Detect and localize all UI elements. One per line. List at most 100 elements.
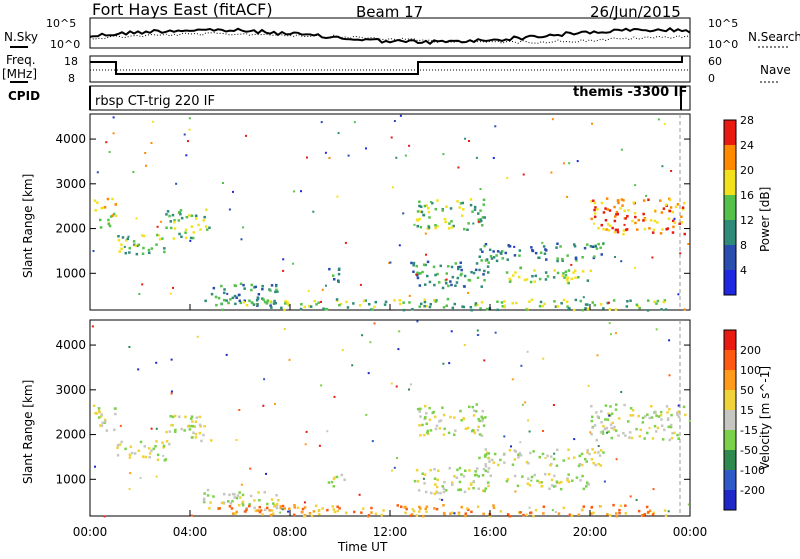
echo-point <box>579 299 582 303</box>
noise-right-label: N.Search <box>748 30 800 44</box>
echo-point <box>318 444 321 447</box>
echo-point <box>434 427 438 431</box>
colorbar-swatch <box>724 450 736 470</box>
echo-point <box>229 298 232 301</box>
echo-point <box>467 222 470 225</box>
echo-point <box>508 280 512 283</box>
echo-point <box>668 374 671 377</box>
echo-point <box>567 473 570 476</box>
echo-point <box>544 271 548 274</box>
echo-point <box>492 461 496 464</box>
echo-point <box>638 435 641 438</box>
echo-point <box>478 419 481 423</box>
echo-point <box>239 301 243 305</box>
echo-point <box>371 308 374 311</box>
echo-point <box>190 214 194 217</box>
velocity-colorbar-label: Velocity [m s^-1] <box>758 366 772 470</box>
echo-point <box>499 251 502 254</box>
echo-point <box>562 272 565 275</box>
echo-point <box>441 485 444 488</box>
echo-point <box>562 162 565 165</box>
echo-point <box>660 418 663 421</box>
echo-point <box>580 508 584 512</box>
echo-point <box>676 411 679 415</box>
echo-point <box>637 509 641 513</box>
echo-point <box>644 218 647 221</box>
echo-point <box>484 243 488 246</box>
echo-point <box>519 454 523 457</box>
echo-point <box>255 299 259 302</box>
echo-point <box>438 420 441 423</box>
echo-point <box>326 508 329 512</box>
echo-point <box>135 252 139 256</box>
echo-point <box>427 224 430 228</box>
echo-point <box>336 505 339 508</box>
echo-point <box>541 241 544 244</box>
echo-point <box>641 416 645 420</box>
echo-point <box>639 428 642 432</box>
echo-point <box>202 219 205 222</box>
echo-point <box>275 494 278 497</box>
echo-point <box>532 450 535 453</box>
echo-point <box>169 220 172 223</box>
echo-point <box>273 505 276 508</box>
echo-point <box>478 255 481 258</box>
echo-point <box>155 427 158 430</box>
echo-point <box>591 301 594 304</box>
echo-point <box>184 415 187 419</box>
echo-point <box>293 504 296 507</box>
echo-point <box>622 229 626 232</box>
echo-point <box>568 162 571 165</box>
echo-point <box>466 426 470 430</box>
echo-point <box>651 231 655 234</box>
echo-point <box>513 449 516 452</box>
echo-point <box>556 242 559 245</box>
echo-point <box>156 225 159 228</box>
echo-point <box>683 232 686 236</box>
echo-point <box>508 245 511 248</box>
echo-point <box>645 194 647 197</box>
echo-point <box>306 156 308 159</box>
echo-point <box>503 305 506 309</box>
echo-point <box>384 300 388 304</box>
echo-point <box>434 273 437 277</box>
echo-point <box>556 448 559 452</box>
echo-point <box>476 334 479 336</box>
echo-point <box>161 441 164 444</box>
echo-point <box>472 480 475 483</box>
echo-point <box>110 215 113 218</box>
echo-point <box>304 443 307 446</box>
echo-point <box>459 273 463 277</box>
echo-point <box>634 266 636 269</box>
echo-point <box>183 429 186 432</box>
echo-point <box>477 425 480 429</box>
echo-point <box>332 274 335 277</box>
echo-point <box>451 275 455 279</box>
echo-point <box>511 302 514 305</box>
echo-point <box>125 239 128 242</box>
echo-point <box>638 306 641 310</box>
echo-point <box>474 268 478 272</box>
echo-point <box>492 256 496 259</box>
echo-point <box>460 505 463 509</box>
echo-point <box>624 512 628 515</box>
echo-point <box>208 226 211 229</box>
echo-point <box>165 440 169 443</box>
colorbar-swatch <box>724 410 736 430</box>
echo-point <box>344 241 347 244</box>
echo-point <box>92 404 96 407</box>
echo-point <box>106 197 110 201</box>
echo-point <box>497 463 500 467</box>
echo-point <box>347 154 350 157</box>
echo-point <box>627 209 630 212</box>
echo-point <box>443 427 446 431</box>
echo-point <box>434 300 438 303</box>
echo-point <box>423 304 426 308</box>
echo-point <box>521 475 524 478</box>
echo-point <box>418 505 421 509</box>
echo-point <box>399 114 402 117</box>
echo-point <box>474 302 478 305</box>
echo-point <box>249 494 253 498</box>
echo-point <box>105 141 108 144</box>
